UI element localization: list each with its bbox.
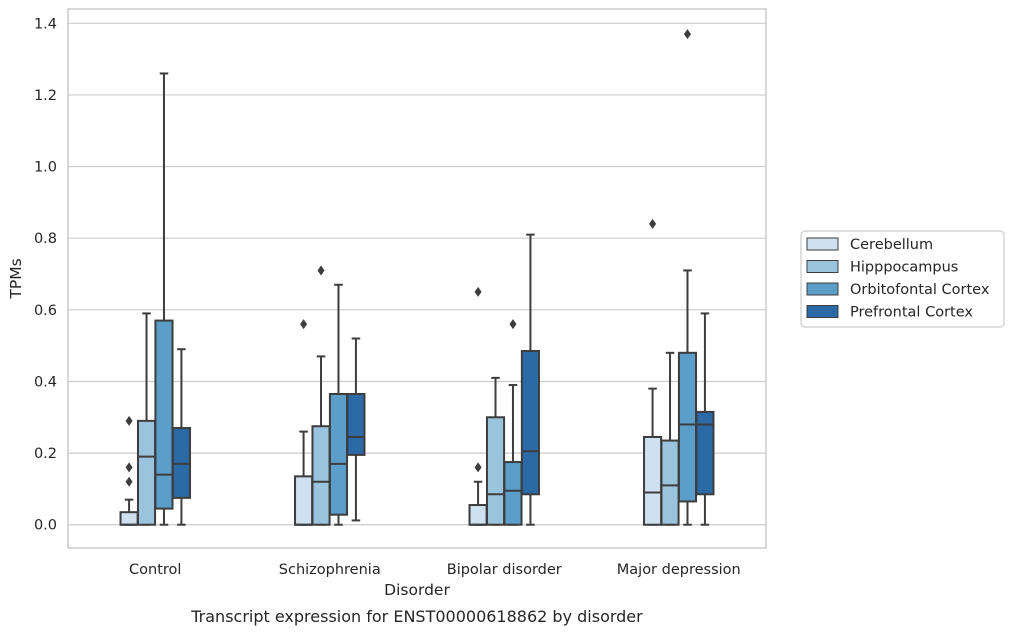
y-tick-label: 0.2 (34, 446, 57, 462)
box-iqr (503, 461, 523, 526)
box-iqr (346, 393, 366, 456)
box-plot-series (119, 29, 715, 526)
box-prefrontal-cortex-schizophrenia (346, 337, 366, 522)
legend-label: Prefrontal Cortex (850, 305, 973, 321)
y-tick-label: 1.0 (34, 160, 57, 176)
box-iqr (119, 511, 139, 526)
box-iqr (485, 416, 506, 526)
legend-swatch (806, 305, 839, 318)
outlier-point (317, 265, 325, 276)
box-iqr (328, 393, 349, 516)
outlier-point (125, 415, 133, 426)
box-iqr (695, 410, 715, 496)
box-cerebellum-control (119, 415, 139, 526)
outlier-point (300, 319, 308, 330)
box-orbitofontal-cortex-bipolar-disorder (503, 319, 523, 526)
box-hipppocampus-schizophrenia (311, 265, 331, 526)
legend-swatch (806, 260, 839, 273)
box-prefrontal-cortex-major-depression (695, 312, 715, 526)
legend-label: Cerebellum (850, 237, 933, 253)
y-tick-label: 0.8 (34, 231, 57, 247)
legend-item-prefrontal-cortex[interactable]: Prefrontal Cortex (806, 305, 973, 321)
x-axis-label: Disorder (384, 581, 450, 599)
x-tick-label: Bipolar disorder (447, 562, 562, 578)
box-hipppocampus-bipolar-disorder (485, 376, 506, 526)
y-tick-label: 1.2 (34, 88, 57, 104)
y-tick-label: 1.4 (34, 16, 57, 32)
box-cerebellum-schizophrenia (294, 319, 314, 526)
box-iqr (468, 504, 488, 526)
box-cerebellum-bipolar-disorder (468, 286, 488, 526)
legend-label: Orbitofontal Cortex (850, 282, 990, 298)
box-iqr (294, 475, 314, 526)
outlier-point (474, 286, 482, 297)
plot-area-frame (67, 8, 767, 549)
outlier-point (125, 476, 133, 487)
legend-swatch (806, 282, 839, 296)
legend-frame (800, 230, 1005, 328)
box-orbitofontal-cortex-major-depression (677, 29, 698, 526)
x-tick-label: Control (129, 562, 181, 578)
box-iqr (154, 319, 174, 510)
box-iqr (136, 419, 157, 526)
box-prefrontal-cortex-bipolar-disorder (520, 233, 540, 526)
box-prefrontal-cortex-control (171, 348, 191, 526)
y-tick-label: 0.4 (34, 374, 57, 390)
x-tick-labels: Control Schizophrenia Bipolar disorder Majo… (129, 562, 741, 578)
outlier-point (474, 462, 482, 473)
box-orbitofontal-cortex-schizophrenia (328, 283, 349, 526)
box-iqr (660, 439, 680, 526)
box-iqr (520, 350, 540, 496)
legend[interactable]: Cerebellum Hipppocampus Orbitofontal Corte… (800, 230, 1005, 328)
chart-caption: Transcript expression for ENST0000061886… (190, 607, 643, 626)
box-iqr (643, 435, 663, 526)
box-cerebellum-major-depression (643, 218, 663, 526)
y-tick-label: 0.0 (34, 518, 57, 534)
legend-item-orbitofontal-cortex[interactable]: Orbitofontal Cortex (806, 282, 990, 298)
legend-item-cerebellum[interactable]: Cerebellum (806, 237, 933, 253)
outlier-point (509, 319, 517, 330)
x-tick-label: Major depression (617, 562, 741, 578)
outlier-point (649, 218, 657, 229)
y-tick-labels: 0.0 0.2 0.4 0.6 0.8 1.0 1.2 1.4 (34, 16, 57, 533)
box-iqr (677, 351, 698, 503)
legend-swatch (806, 237, 839, 251)
x-tick-label: Schizophrenia (279, 562, 381, 578)
legend-label: Hipppocampus (850, 260, 958, 276)
y-tick-label: 0.6 (34, 303, 57, 319)
box-hipppocampus-major-depression (660, 351, 680, 526)
box-orbitofontal-cortex-control (154, 72, 174, 526)
box-hipppocampus-control (136, 312, 157, 526)
outlier-point (683, 29, 691, 40)
y-axis-label: TPMs (7, 258, 25, 299)
outlier-point (125, 462, 133, 473)
box-iqr (311, 425, 331, 526)
legend-item-hipppocampus[interactable]: Hipppocampus (806, 260, 958, 276)
